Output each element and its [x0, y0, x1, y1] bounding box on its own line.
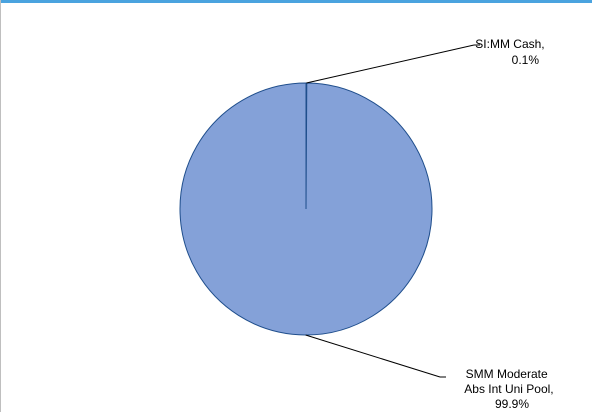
slice-label-line: Abs Int Uni Pool,: [464, 382, 553, 396]
slice-label-line: SI:MM Cash,: [475, 37, 544, 51]
pie-slice-smm-moderate-abs-int-uni-pool: [179, 82, 433, 336]
slice-label-line: SMM Moderate: [466, 367, 548, 381]
slice-label-si-mm-cash: SI:MM Cash, 0.1%: [475, 37, 548, 67]
leader-line: [306, 44, 475, 84]
leader-lines: [305, 44, 480, 378]
top-accent-rule: [0, 0, 592, 3]
leader-line: [305, 334, 441, 378]
pie-slices: [179, 82, 433, 336]
slice-label-smm-moderate: SMM Moderate Abs Int Uni Pool, 99.9%: [464, 367, 557, 411]
slice-label-line: 99.9%: [495, 397, 529, 411]
left-border-rule: [0, 0, 1, 412]
slice-label-line: 0.1%: [512, 53, 540, 67]
